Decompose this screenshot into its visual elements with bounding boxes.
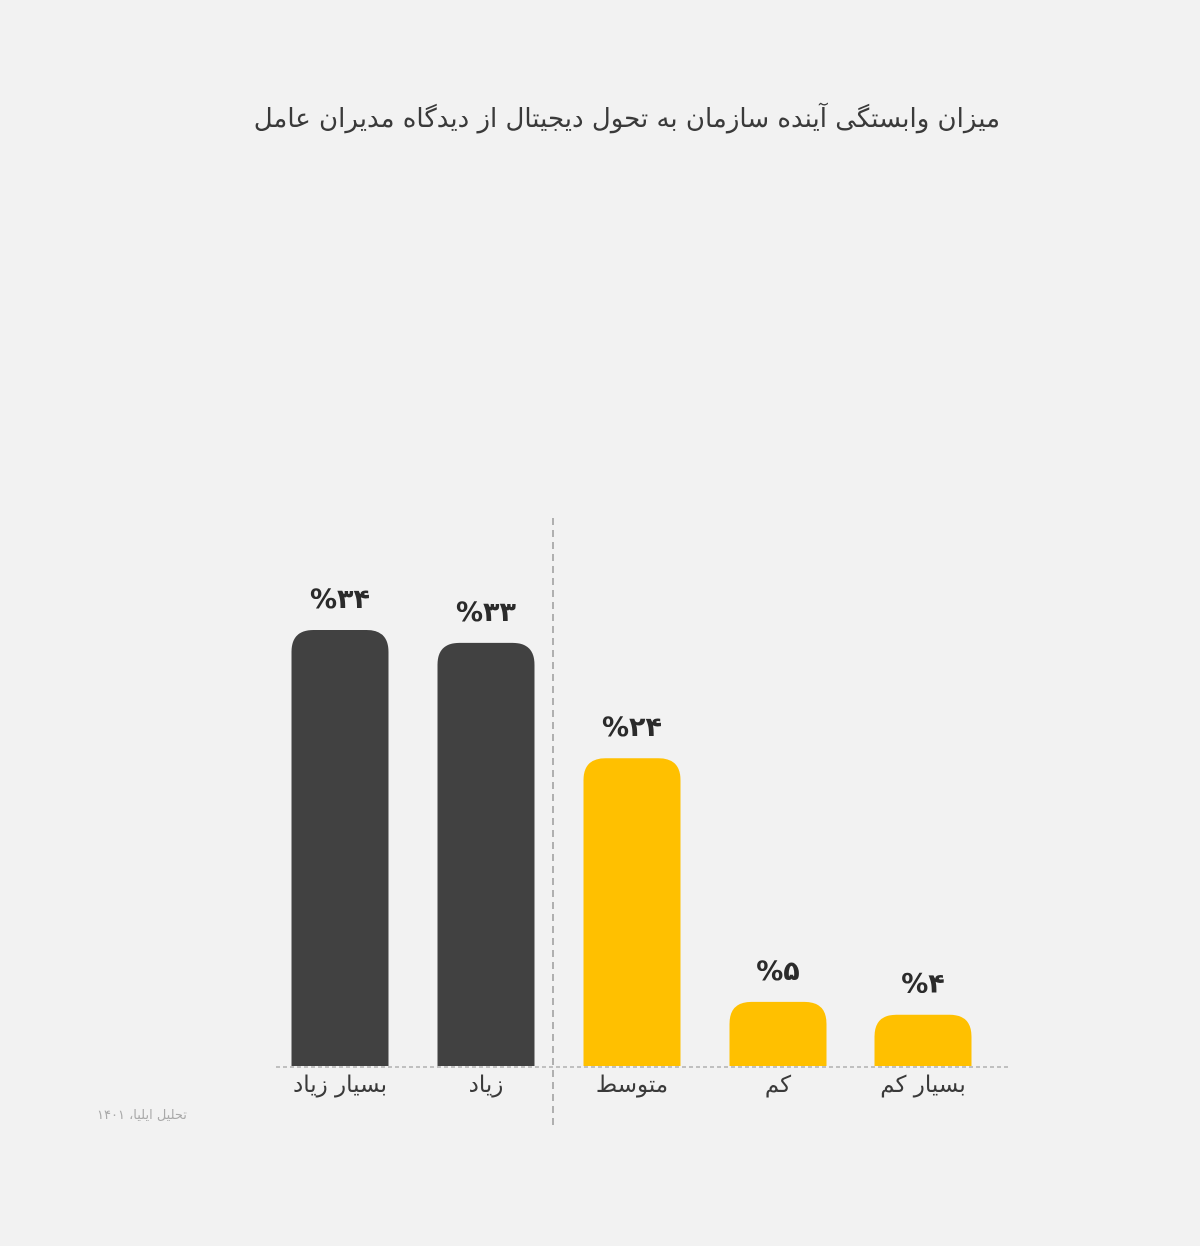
bar-3 (583, 758, 681, 1066)
bar-1 (291, 630, 389, 1066)
source-note: تحلیل ایلیا، ۱۴۰۱ (97, 1108, 187, 1123)
chart-title: میزان وابستگی آینده سازمان به تحول دیجیت… (253, 104, 1000, 134)
value-label-3: %۲۴ (602, 712, 662, 743)
category-label-3: متوسط (596, 1072, 668, 1098)
bar-4 (729, 1001, 827, 1066)
value-label-5: %۴ (901, 969, 945, 1000)
value-label-1: %۳۴ (310, 584, 370, 615)
value-labels-group: %۳۴ %۳۳ %۲۴ %۵ %۴ (310, 584, 945, 1000)
bar-2 (437, 642, 535, 1066)
value-label-4: %۵ (756, 956, 800, 987)
category-label-4: کم (765, 1072, 791, 1098)
bars-group (291, 630, 972, 1066)
category-label-2: زیاد (469, 1072, 504, 1098)
value-label-2: %۳۳ (456, 597, 517, 628)
category-labels-group: بسیار زیاد زیاد متوسط کم بسیار کم (293, 1072, 966, 1098)
category-label-1: بسیار زیاد (293, 1072, 387, 1098)
category-label-5: بسیار کم (880, 1072, 966, 1098)
bar-5 (874, 1014, 972, 1066)
